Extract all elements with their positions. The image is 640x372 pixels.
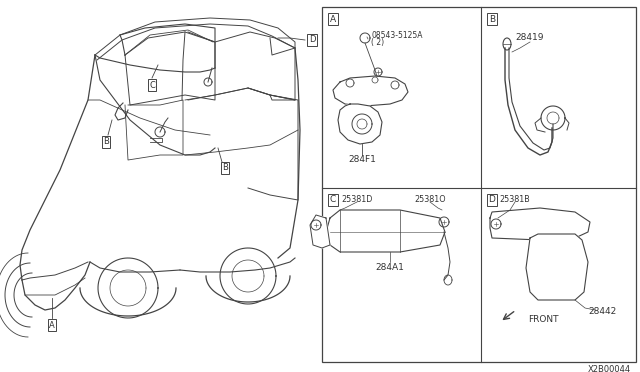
- Polygon shape: [326, 210, 445, 252]
- Text: 25381D: 25381D: [341, 196, 372, 205]
- Polygon shape: [333, 76, 408, 106]
- Text: 284F1: 284F1: [348, 155, 376, 164]
- Polygon shape: [310, 215, 330, 248]
- Text: B: B: [103, 138, 109, 147]
- Polygon shape: [338, 104, 382, 144]
- Text: D: D: [488, 196, 495, 205]
- Text: 284A1: 284A1: [376, 263, 404, 273]
- Text: B: B: [222, 164, 228, 173]
- Text: A: A: [49, 321, 55, 330]
- Bar: [322, 7, 636, 362]
- Text: FRONT: FRONT: [528, 315, 559, 324]
- Text: A: A: [330, 15, 336, 23]
- Text: D: D: [308, 35, 316, 45]
- Text: ( 2): ( 2): [371, 38, 384, 48]
- Text: 28419: 28419: [516, 33, 544, 42]
- Text: C: C: [149, 80, 155, 90]
- Text: 08543-5125A: 08543-5125A: [371, 31, 422, 39]
- Text: 25381B: 25381B: [500, 196, 531, 205]
- Text: C: C: [330, 196, 336, 205]
- Text: B: B: [489, 15, 495, 23]
- Polygon shape: [526, 234, 588, 300]
- Text: 28442: 28442: [588, 308, 616, 317]
- Polygon shape: [490, 208, 590, 240]
- Text: X2B00044: X2B00044: [588, 366, 631, 372]
- Text: 25381O: 25381O: [414, 196, 446, 205]
